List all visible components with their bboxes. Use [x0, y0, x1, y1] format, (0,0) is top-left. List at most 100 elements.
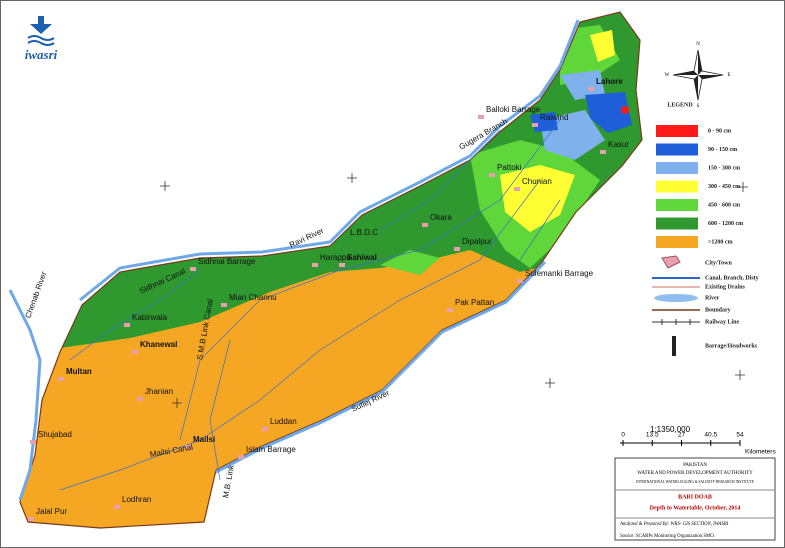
- compass-letter: N: [696, 42, 700, 47]
- legend-label: 0 - 90 cm: [708, 128, 731, 134]
- legend-swatch: [656, 162, 698, 174]
- legend-swatch: [656, 125, 698, 137]
- grid-crosses: [160, 173, 748, 408]
- place-label: Lahore: [596, 77, 623, 86]
- place-label: Sulemanki Barrage: [525, 269, 594, 278]
- legend-swatch: [656, 143, 698, 156]
- symbol-label: Canal, Branch, Disty: [705, 275, 759, 281]
- country: PAKISTAN: [683, 463, 707, 468]
- city-marker: [517, 279, 523, 283]
- logo-icon: [27, 16, 55, 46]
- compass-letter: W: [665, 73, 670, 78]
- city-marker: [454, 247, 460, 251]
- scale-tick-label: 27: [678, 432, 686, 439]
- place-label: Jhanian: [145, 387, 173, 396]
- zone: [540, 70, 605, 160]
- place-label: Harappa: [320, 253, 351, 262]
- region: BARI DOAB: [678, 494, 712, 500]
- place-label: Chunian: [522, 177, 552, 186]
- place-label: Dipalpur: [462, 237, 492, 246]
- symbol: [672, 336, 676, 356]
- legend-swatch: [656, 199, 698, 211]
- canals: [59, 119, 561, 491]
- place-label: Islam Barrage: [246, 445, 296, 454]
- symbol: [652, 319, 700, 325]
- legend-label: 300 - 450 cm: [708, 184, 740, 190]
- legend-label: 150 - 300 cm: [708, 165, 740, 171]
- zone: [530, 92, 632, 133]
- place-label: Balloki Barrage: [486, 105, 541, 114]
- place-label: Okara: [430, 213, 452, 222]
- boundary: [19, 11, 643, 529]
- compass-letter: S: [697, 104, 700, 109]
- canal-label: L.B.D.C: [350, 228, 378, 237]
- symbol: [654, 294, 698, 302]
- city-marker: [30, 440, 36, 444]
- city-marker: [489, 173, 495, 177]
- logo-text: iwasri: [25, 47, 58, 62]
- legend-label: 600 - 1200 cm: [708, 221, 743, 227]
- city-marker: [514, 187, 520, 191]
- scale-tick-label: 54: [736, 432, 744, 439]
- subject: Depth to Watertable, October, 2014: [650, 505, 741, 511]
- legend-label: >1200 cm: [708, 239, 733, 245]
- place-label: Kasur: [608, 140, 629, 149]
- compass: [672, 49, 724, 101]
- symbol-label: City/Town: [705, 260, 732, 266]
- symbol-label: Railway Line: [705, 319, 740, 325]
- place-label: Mailsi: [193, 435, 215, 444]
- legend-label: 90 - 150 cm: [708, 147, 737, 153]
- city-marker: [600, 150, 606, 154]
- title-block: [614, 457, 776, 541]
- place-label: Luddan: [270, 417, 297, 426]
- city-marker: [588, 87, 594, 91]
- place-label: Kabirwala: [132, 313, 168, 322]
- zone: [500, 30, 615, 232]
- prepared: Analyzed & Prepared By: WRS- GIS SECTION…: [619, 522, 729, 527]
- city-marker: [312, 263, 318, 267]
- city-marker: [262, 427, 268, 431]
- scale-tick-label: 40.5: [704, 432, 717, 439]
- compass-letter: E: [727, 73, 730, 78]
- scale-tick-label: 13.5: [646, 432, 659, 439]
- symbol-label: Existing Drains: [705, 284, 746, 290]
- place-label: Jalal Pur: [36, 507, 67, 516]
- city-marker: [132, 350, 138, 354]
- place-label: Pattoki: [497, 163, 522, 172]
- city-marker: [190, 267, 196, 271]
- city-marker: [238, 455, 244, 459]
- place-label: Multan: [66, 367, 92, 376]
- scale-tick-label: 0: [621, 432, 625, 439]
- symbol-label: Barrage/Headworks: [705, 343, 758, 349]
- place-label: Sahiwal: [347, 253, 377, 262]
- scale-unit: Kilometers: [745, 449, 776, 456]
- legend-label: 450 - 600 cm: [708, 202, 740, 208]
- place-label: Raiwind: [540, 113, 568, 122]
- symbol: [661, 255, 681, 269]
- city-marker: [532, 123, 538, 127]
- zone: [621, 106, 629, 114]
- city-marker: [422, 223, 428, 227]
- city-marker: [447, 308, 453, 312]
- city-marker: [124, 323, 130, 327]
- authority: WATER AND POWER DEVELOPMENT AUTHORITY: [637, 471, 753, 476]
- city-marker: [339, 263, 345, 267]
- symbol-label: River: [705, 295, 720, 301]
- rivers: [8, 19, 580, 501]
- city-marker: [137, 397, 143, 401]
- city-marker: [185, 445, 191, 449]
- legend-swatch: [656, 236, 698, 248]
- place-label: Lodhran: [122, 495, 151, 504]
- place-label: Pak Pattan: [455, 298, 494, 307]
- city-marker: [28, 517, 34, 521]
- place-label: Khanewal: [140, 340, 177, 349]
- city-marker: [478, 115, 484, 119]
- source: Source: SCARPs Monitoring Organization S…: [620, 534, 715, 539]
- place-label: Sidhnai Barrage: [198, 257, 256, 266]
- city-marker: [114, 505, 120, 509]
- city-marker: [58, 377, 64, 381]
- legend-title: LEGEND: [667, 102, 693, 108]
- legend-swatch: [656, 217, 698, 230]
- city-marker: [221, 303, 227, 307]
